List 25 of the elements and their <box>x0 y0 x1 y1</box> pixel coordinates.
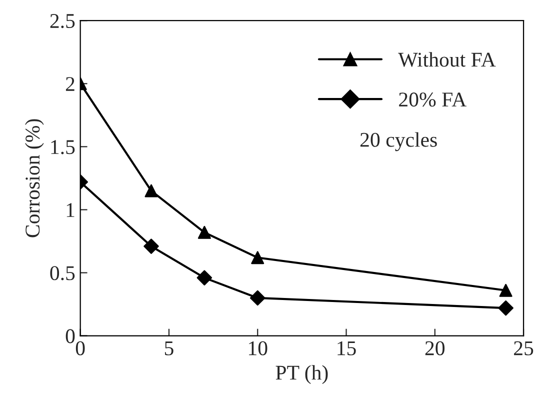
legend-label: 20% FA <box>399 92 467 107</box>
x-axis-title: PT (h) <box>276 365 328 384</box>
point <box>251 251 264 264</box>
y-tick-label: 1.5 <box>51 140 75 154</box>
point <box>144 238 159 254</box>
x-tick-label: 10 <box>249 341 268 356</box>
point <box>198 226 211 239</box>
point <box>499 284 512 297</box>
legend-label: Without FA <box>398 52 496 67</box>
point <box>144 184 158 198</box>
point <box>250 290 266 306</box>
x-tick-label: 25 <box>514 341 534 356</box>
point <box>196 270 212 286</box>
x-tick-label: 15 <box>338 341 356 356</box>
x-tick-label: 5 <box>164 341 174 356</box>
y-tick-label: 1 <box>66 203 74 217</box>
y-tick-label: 2.5 <box>50 14 75 28</box>
x-tick-label: 20 <box>425 341 445 356</box>
y-tick-label: 2 <box>66 77 74 91</box>
x-tick-label: 0 <box>76 341 85 356</box>
annotation: 20 cycles <box>360 132 437 152</box>
y-axis-title: Corrosion (%) <box>24 119 44 238</box>
y-tick-label: 0.5 <box>50 266 75 280</box>
point <box>498 300 514 316</box>
y-tick-label: 0 <box>66 329 75 344</box>
